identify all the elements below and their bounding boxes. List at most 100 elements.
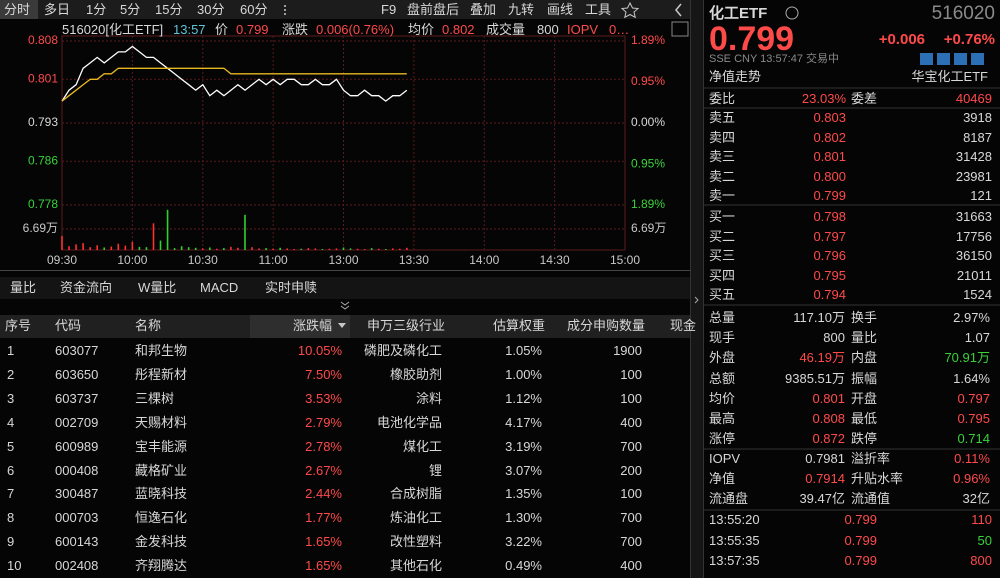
level-label: 买一 xyxy=(709,209,736,224)
table-cell: 金发科技 xyxy=(135,534,188,550)
trade-time: 13:55:20 xyxy=(709,512,760,527)
table-cell: 磷肥及磷化工 xyxy=(363,343,442,358)
level-price: 0.800 xyxy=(813,168,846,184)
stat-value: 117.10万 xyxy=(793,310,845,325)
table-cell: 603077 xyxy=(55,343,99,358)
view-tab[interactable]: 多日 xyxy=(44,2,71,17)
x-tick-label: 09:30 xyxy=(47,253,77,267)
tool-button[interactable]: F9 xyxy=(381,2,397,17)
y2-tick-label: 1.89% xyxy=(631,33,665,47)
stat-label: 换手 xyxy=(851,310,878,325)
volume-bar xyxy=(103,247,106,250)
y-tick-label: 0.778 xyxy=(28,197,58,211)
view-tab[interactable]: 60分 xyxy=(240,2,268,17)
trade-price: 0.799 xyxy=(844,553,877,568)
volume-bar xyxy=(328,248,331,250)
y-tick-label: 0.801 xyxy=(28,71,58,85)
view-tab[interactable]: 30分 xyxy=(197,2,225,17)
volume-bar xyxy=(391,248,394,250)
volume-bar xyxy=(335,248,338,250)
stat-value: 0.714 xyxy=(957,431,990,446)
column-header[interactable]: 现金 xyxy=(670,318,697,333)
level-volume: 3918 xyxy=(963,110,992,125)
indicator-tab[interactable]: MACD xyxy=(200,280,239,295)
tool-button[interactable]: 画线 xyxy=(547,2,574,17)
y2-tick-label: 0.95% xyxy=(631,156,665,170)
volume-bar xyxy=(68,246,70,250)
volume-bar xyxy=(286,248,288,250)
view-tab[interactable]: 1分 xyxy=(86,2,107,17)
indicator-tab[interactable]: W量比 xyxy=(138,280,177,295)
info-icon xyxy=(785,6,799,20)
table-cell: 300487 xyxy=(55,486,99,502)
volume-bar xyxy=(145,247,148,250)
stat-label: 均价 xyxy=(709,391,736,406)
tool-button[interactable]: 盘前盘后 xyxy=(407,2,460,17)
stat-label: 涨停 xyxy=(709,431,736,446)
volume-bar xyxy=(187,247,190,250)
chart-info: 0… xyxy=(609,22,630,37)
indicator-tab[interactable]: 实时申赎 xyxy=(265,280,318,295)
fund-name: 化工ETF xyxy=(709,4,768,22)
table-cell: 0.49% xyxy=(505,558,542,574)
volume-bar xyxy=(406,247,408,250)
volume-bar xyxy=(314,248,317,250)
x-tick-label: 14:00 xyxy=(469,253,499,267)
trade-price: 0.799 xyxy=(844,532,877,548)
stat-label: 现手 xyxy=(709,330,736,345)
fund-full-name: 华宝化工ETF xyxy=(911,69,988,84)
stat-label: 量比 xyxy=(851,330,878,345)
indicator-tab[interactable]: 量比 xyxy=(10,280,37,295)
chart-info: 0.802 xyxy=(442,22,475,37)
level-volume: 31663 xyxy=(955,209,992,224)
column-header[interactable]: 序号 xyxy=(5,318,32,333)
tool-button[interactable]: 叠加 xyxy=(470,2,497,17)
trade-time: 13:57:35 xyxy=(709,553,760,568)
stat-value: 2.97% xyxy=(953,310,990,325)
fund-code: 516020 xyxy=(931,2,995,24)
view-tab[interactable]: 5分 xyxy=(120,2,141,17)
indicator-tab[interactable]: 资金流向 xyxy=(60,280,113,295)
column-header[interactable]: 估算权重 xyxy=(492,318,545,333)
y-tick-label: 0.793 xyxy=(28,115,58,129)
table-cell: 100 xyxy=(620,486,642,502)
volume-bar xyxy=(307,248,310,250)
volume-bar xyxy=(251,247,253,250)
column-header[interactable]: 成分申购数量 xyxy=(566,318,645,333)
column-header[interactable]: 申万三级行业 xyxy=(367,318,446,333)
chart-info: 成交量 xyxy=(486,22,526,37)
stat-value: 0.11% xyxy=(954,451,990,466)
table-cell: 三棵树 xyxy=(135,390,175,406)
volume-bar xyxy=(370,248,373,250)
stat-label: 最低 xyxy=(851,411,878,426)
table-cell: 改性塑料 xyxy=(389,534,442,550)
view-tab[interactable]: 15分 xyxy=(155,2,183,17)
stat-value: 70.91万 xyxy=(944,350,990,365)
table-cell: 1.35% xyxy=(505,486,542,502)
average-line xyxy=(61,67,407,102)
column-header[interactable]: 代码 xyxy=(55,318,82,333)
level-price: 0.796 xyxy=(813,248,846,263)
view-tab[interactable]: 分时 xyxy=(4,2,31,17)
table-cell: 1.65% xyxy=(305,558,342,574)
tool-button[interactable]: 九转 xyxy=(508,2,535,17)
table-cell: 1.65% xyxy=(305,534,342,550)
tool-button[interactable]: 工具 xyxy=(585,2,612,17)
table-cell: 1.77% xyxy=(305,510,342,526)
table-cell: 1.12% xyxy=(505,390,542,406)
column-header[interactable]: 名称 xyxy=(135,318,162,333)
table-cell: 3.22% xyxy=(505,534,542,550)
volume-bar xyxy=(230,246,232,250)
stat-label: 总量 xyxy=(709,310,736,325)
row-label: 委比 xyxy=(709,91,736,106)
stat-value: 0.7914 xyxy=(805,471,845,486)
stat-value: 0.96% xyxy=(953,471,990,486)
stat-label: 升贴水率 xyxy=(851,471,904,486)
level-label: 买五 xyxy=(709,287,736,302)
column-header[interactable]: 涨跌幅 xyxy=(292,318,332,333)
table-cell: 700 xyxy=(620,438,642,454)
table-cell: 藏格矿业 xyxy=(135,462,188,478)
table-cell: 100 xyxy=(620,390,642,406)
volume-bar xyxy=(75,244,77,250)
volume-bar xyxy=(138,246,141,250)
